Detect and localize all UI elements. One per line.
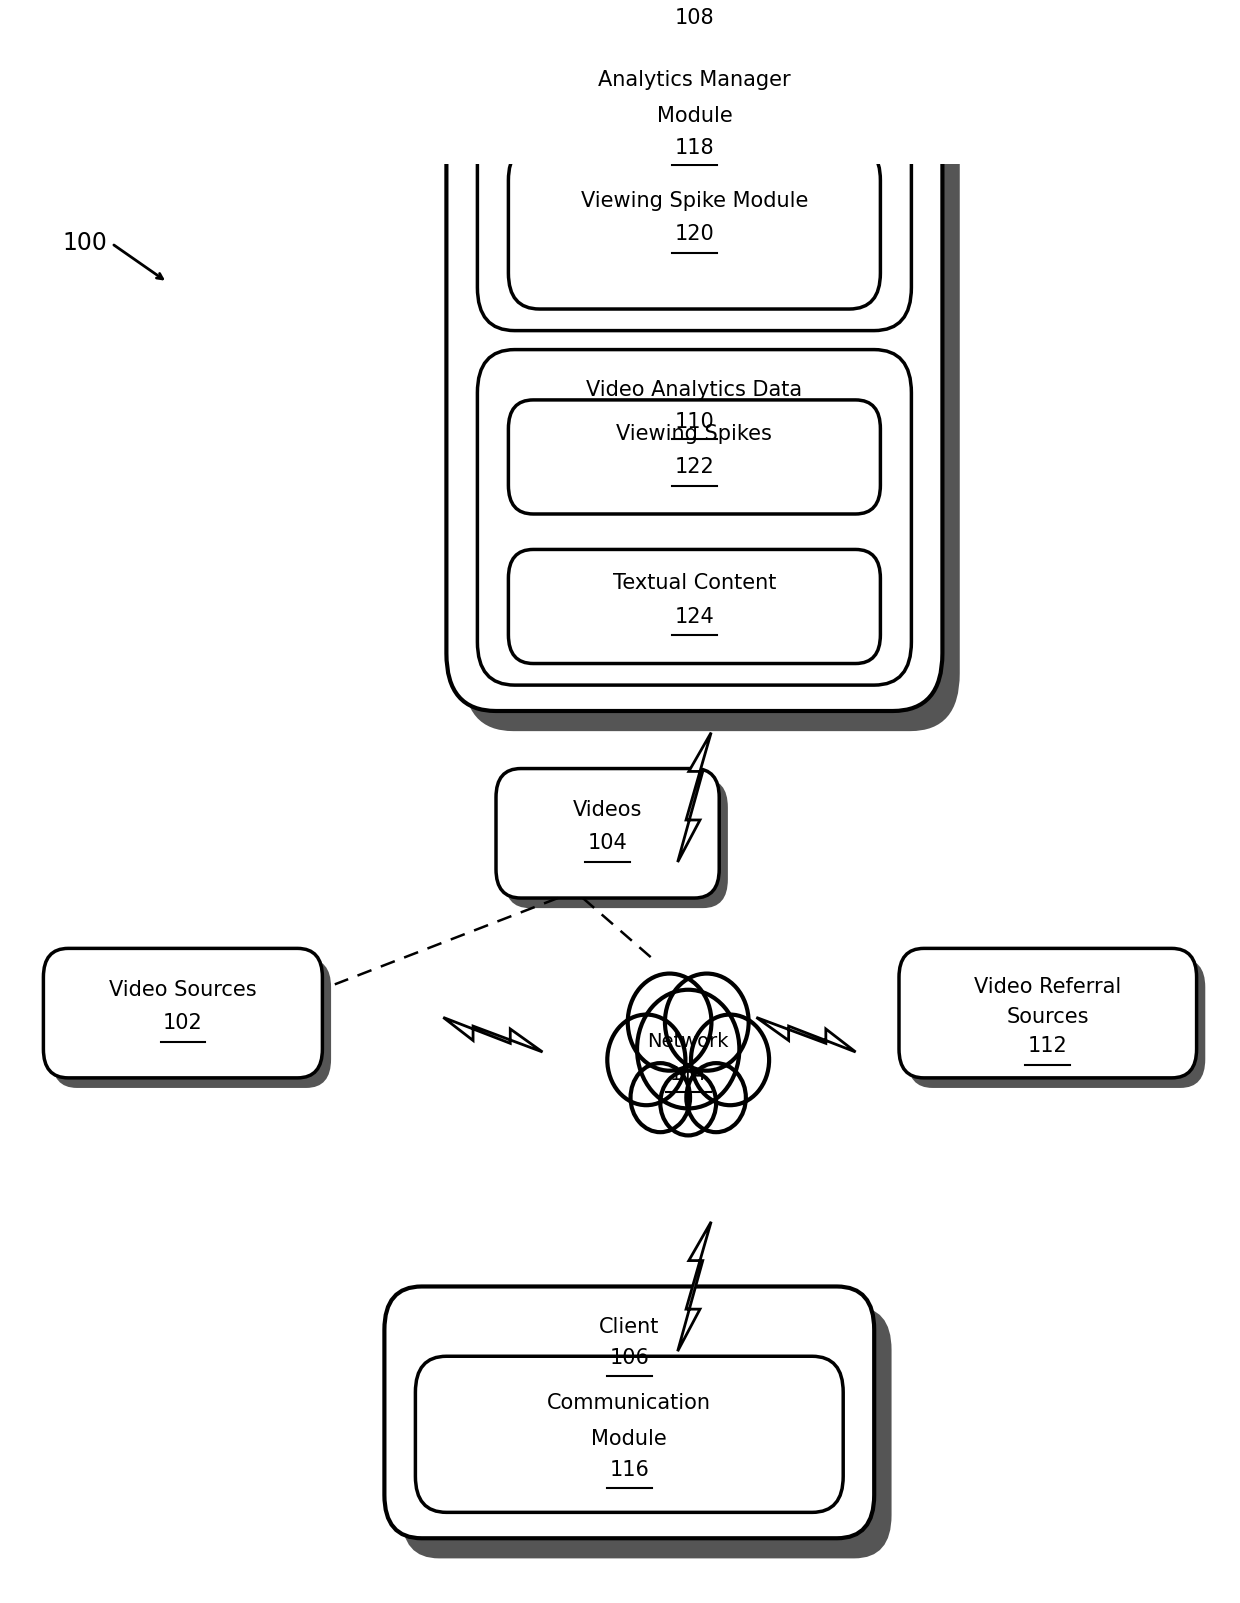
Text: Analytics Manager: Analytics Manager	[598, 71, 791, 90]
Text: 110: 110	[675, 412, 714, 431]
Text: 108: 108	[675, 8, 714, 27]
Circle shape	[665, 973, 749, 1071]
FancyBboxPatch shape	[508, 399, 880, 515]
Circle shape	[608, 1015, 686, 1104]
Text: Network: Network	[647, 1032, 729, 1052]
Polygon shape	[678, 733, 712, 862]
FancyBboxPatch shape	[899, 949, 1197, 1077]
Circle shape	[661, 1071, 717, 1135]
FancyBboxPatch shape	[446, 0, 942, 712]
FancyBboxPatch shape	[384, 1287, 874, 1539]
Circle shape	[631, 1063, 689, 1132]
FancyBboxPatch shape	[464, 0, 960, 731]
Text: Video Referral: Video Referral	[975, 978, 1121, 997]
FancyBboxPatch shape	[402, 1306, 892, 1558]
FancyBboxPatch shape	[505, 779, 728, 909]
Text: Viewing Spikes: Viewing Spikes	[616, 423, 773, 444]
Text: 124: 124	[675, 606, 714, 627]
FancyBboxPatch shape	[477, 0, 911, 330]
Text: Module: Module	[591, 1428, 667, 1449]
Text: 118: 118	[675, 138, 714, 157]
FancyBboxPatch shape	[908, 959, 1205, 1088]
FancyBboxPatch shape	[517, 410, 889, 524]
Polygon shape	[756, 1018, 856, 1052]
FancyBboxPatch shape	[486, 0, 920, 341]
FancyBboxPatch shape	[517, 154, 889, 319]
Text: 112: 112	[1028, 1036, 1068, 1056]
FancyBboxPatch shape	[508, 144, 880, 309]
Text: Module: Module	[656, 106, 733, 127]
Circle shape	[627, 973, 712, 1071]
FancyBboxPatch shape	[477, 349, 911, 684]
FancyBboxPatch shape	[415, 1356, 843, 1512]
Text: Viewing Spike Module: Viewing Spike Module	[580, 191, 808, 210]
Polygon shape	[678, 1221, 712, 1351]
FancyBboxPatch shape	[424, 1366, 852, 1523]
Text: 122: 122	[675, 457, 714, 478]
Circle shape	[637, 989, 739, 1108]
Circle shape	[691, 1015, 769, 1104]
Text: Videos: Videos	[573, 800, 642, 821]
Text: Client: Client	[599, 1316, 660, 1337]
FancyBboxPatch shape	[517, 559, 889, 673]
Text: Sources: Sources	[1007, 1007, 1089, 1028]
Circle shape	[687, 1063, 746, 1132]
Text: 114: 114	[670, 1066, 707, 1085]
Text: Video Sources: Video Sources	[109, 979, 257, 1000]
Text: 104: 104	[588, 834, 627, 853]
Text: Video Analytics Data: Video Analytics Data	[587, 380, 802, 399]
Text: 102: 102	[162, 1013, 203, 1034]
Text: 116: 116	[609, 1460, 650, 1480]
FancyBboxPatch shape	[496, 768, 719, 898]
Text: Textual Content: Textual Content	[613, 574, 776, 593]
Text: 120: 120	[675, 224, 714, 244]
FancyBboxPatch shape	[52, 959, 331, 1088]
Polygon shape	[444, 1018, 543, 1052]
FancyBboxPatch shape	[508, 550, 880, 664]
Text: Communication: Communication	[547, 1393, 712, 1412]
Text: 106: 106	[609, 1348, 650, 1369]
FancyBboxPatch shape	[486, 359, 920, 696]
FancyBboxPatch shape	[43, 949, 322, 1077]
Text: 100: 100	[62, 231, 107, 255]
